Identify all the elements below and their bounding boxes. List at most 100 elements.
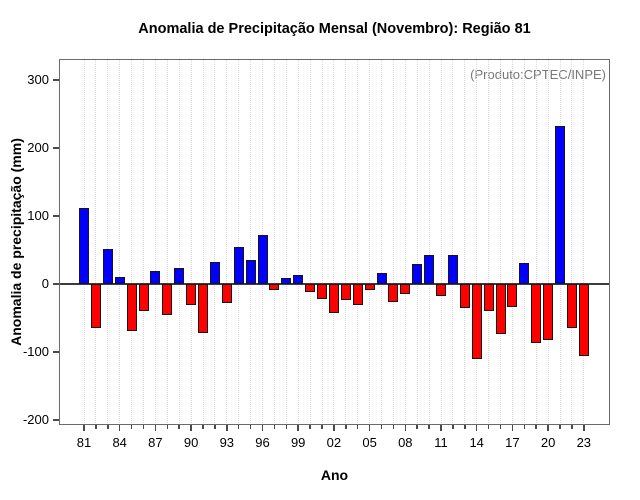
bar-negative xyxy=(340,284,351,301)
bar-positive xyxy=(555,125,565,285)
bar-negative xyxy=(566,284,577,329)
bar-negative xyxy=(126,284,137,332)
x-tick xyxy=(249,425,252,429)
year-gridline xyxy=(381,59,382,425)
x-tick-label: 23 xyxy=(576,435,592,450)
bar-negative xyxy=(138,284,149,311)
year-gridline xyxy=(511,59,513,425)
bar-positive xyxy=(174,267,185,285)
bar-negative xyxy=(459,284,470,308)
year-gridline xyxy=(416,59,418,425)
x-tick xyxy=(428,425,430,429)
x-tick xyxy=(154,425,157,431)
year-gridline xyxy=(238,59,240,425)
x-tick xyxy=(166,425,169,429)
bar-negative xyxy=(269,284,280,290)
x-tick xyxy=(535,425,537,429)
bar-positive xyxy=(424,254,435,285)
x-tick xyxy=(487,425,490,429)
y-axis-title-text: Anomalia de precipitação (mm) xyxy=(8,138,24,346)
x-tick-label: 14 xyxy=(469,435,484,450)
bar-negative xyxy=(317,284,327,300)
y-tick-label: 100 xyxy=(27,208,49,224)
x-axis-title: Ano xyxy=(320,467,349,483)
x-tick xyxy=(190,425,192,431)
year-gridline xyxy=(95,59,97,425)
y-tick-label: 300 xyxy=(27,72,49,88)
x-tick xyxy=(511,425,514,431)
year-gridline xyxy=(404,59,406,425)
y-tick xyxy=(53,147,59,149)
x-tick-label: 08 xyxy=(398,435,413,450)
x-tick-label: 87 xyxy=(148,435,163,450)
x-tick xyxy=(83,425,85,431)
bar-positive xyxy=(447,254,458,285)
bar-negative xyxy=(471,284,482,359)
x-tick xyxy=(475,425,478,431)
y-tick-label: 200 xyxy=(27,140,49,156)
x-tick xyxy=(130,425,133,429)
year-gridline xyxy=(309,59,311,425)
year-gridline xyxy=(464,59,466,425)
x-tick xyxy=(333,425,335,431)
year-gridline xyxy=(154,59,156,425)
year-gridline xyxy=(321,59,323,425)
x-tick-label: 02 xyxy=(326,435,342,450)
x-tick xyxy=(368,425,371,431)
year-gridline xyxy=(357,59,359,425)
bar-positive xyxy=(412,263,423,285)
x-tick-label: 05 xyxy=(362,435,377,450)
x-tick-label: 90 xyxy=(183,435,199,450)
year-gridline xyxy=(131,59,133,425)
x-tick xyxy=(214,425,216,429)
bar-negative xyxy=(483,284,494,311)
x-tick-label: 84 xyxy=(112,435,127,450)
year-gridline xyxy=(166,59,168,425)
bar-negative xyxy=(543,284,554,340)
year-gridline xyxy=(500,59,501,425)
bar-positive xyxy=(376,272,387,285)
year-gridline xyxy=(345,59,347,425)
year-gridline xyxy=(488,59,490,425)
x-tick xyxy=(392,425,395,429)
bar-positive xyxy=(79,207,89,285)
x-tick-label: 11 xyxy=(434,435,448,450)
bar-positive xyxy=(519,263,530,285)
year-gridline xyxy=(285,59,287,425)
year-gridline xyxy=(476,59,478,425)
x-tick xyxy=(583,425,585,431)
bar-positive xyxy=(257,235,268,285)
y-tick xyxy=(53,215,59,217)
bar-positive xyxy=(150,271,161,285)
year-gridline xyxy=(392,59,394,425)
bar-negative xyxy=(578,284,589,356)
bar-negative xyxy=(436,284,446,296)
chart-title: Anomalia de Precipitação Mensal (Novembr… xyxy=(138,21,531,37)
year-gridline xyxy=(535,59,537,425)
x-tick xyxy=(499,425,502,429)
bar-negative xyxy=(388,284,399,302)
year-gridline xyxy=(571,59,573,425)
bar-negative xyxy=(531,284,542,343)
year-gridline xyxy=(178,59,180,425)
x-tick xyxy=(261,425,264,431)
x-tick xyxy=(237,425,240,429)
bar-positive xyxy=(233,247,244,285)
bar-negative xyxy=(328,284,339,313)
x-tick-label: 81 xyxy=(76,435,92,450)
y-tick xyxy=(53,283,59,285)
bar-positive xyxy=(245,260,256,285)
x-tick xyxy=(404,425,407,431)
x-tick xyxy=(321,425,323,429)
x-tick xyxy=(547,425,549,431)
bar-negative xyxy=(507,284,518,307)
year-gridline xyxy=(226,59,228,425)
year-gridline xyxy=(440,59,442,425)
y-tick xyxy=(53,351,59,353)
year-gridline xyxy=(523,59,525,425)
bar-negative xyxy=(186,284,197,306)
x-tick xyxy=(95,425,97,429)
year-gridline xyxy=(250,59,252,425)
x-tick xyxy=(464,425,466,429)
bar-negative xyxy=(364,284,375,291)
